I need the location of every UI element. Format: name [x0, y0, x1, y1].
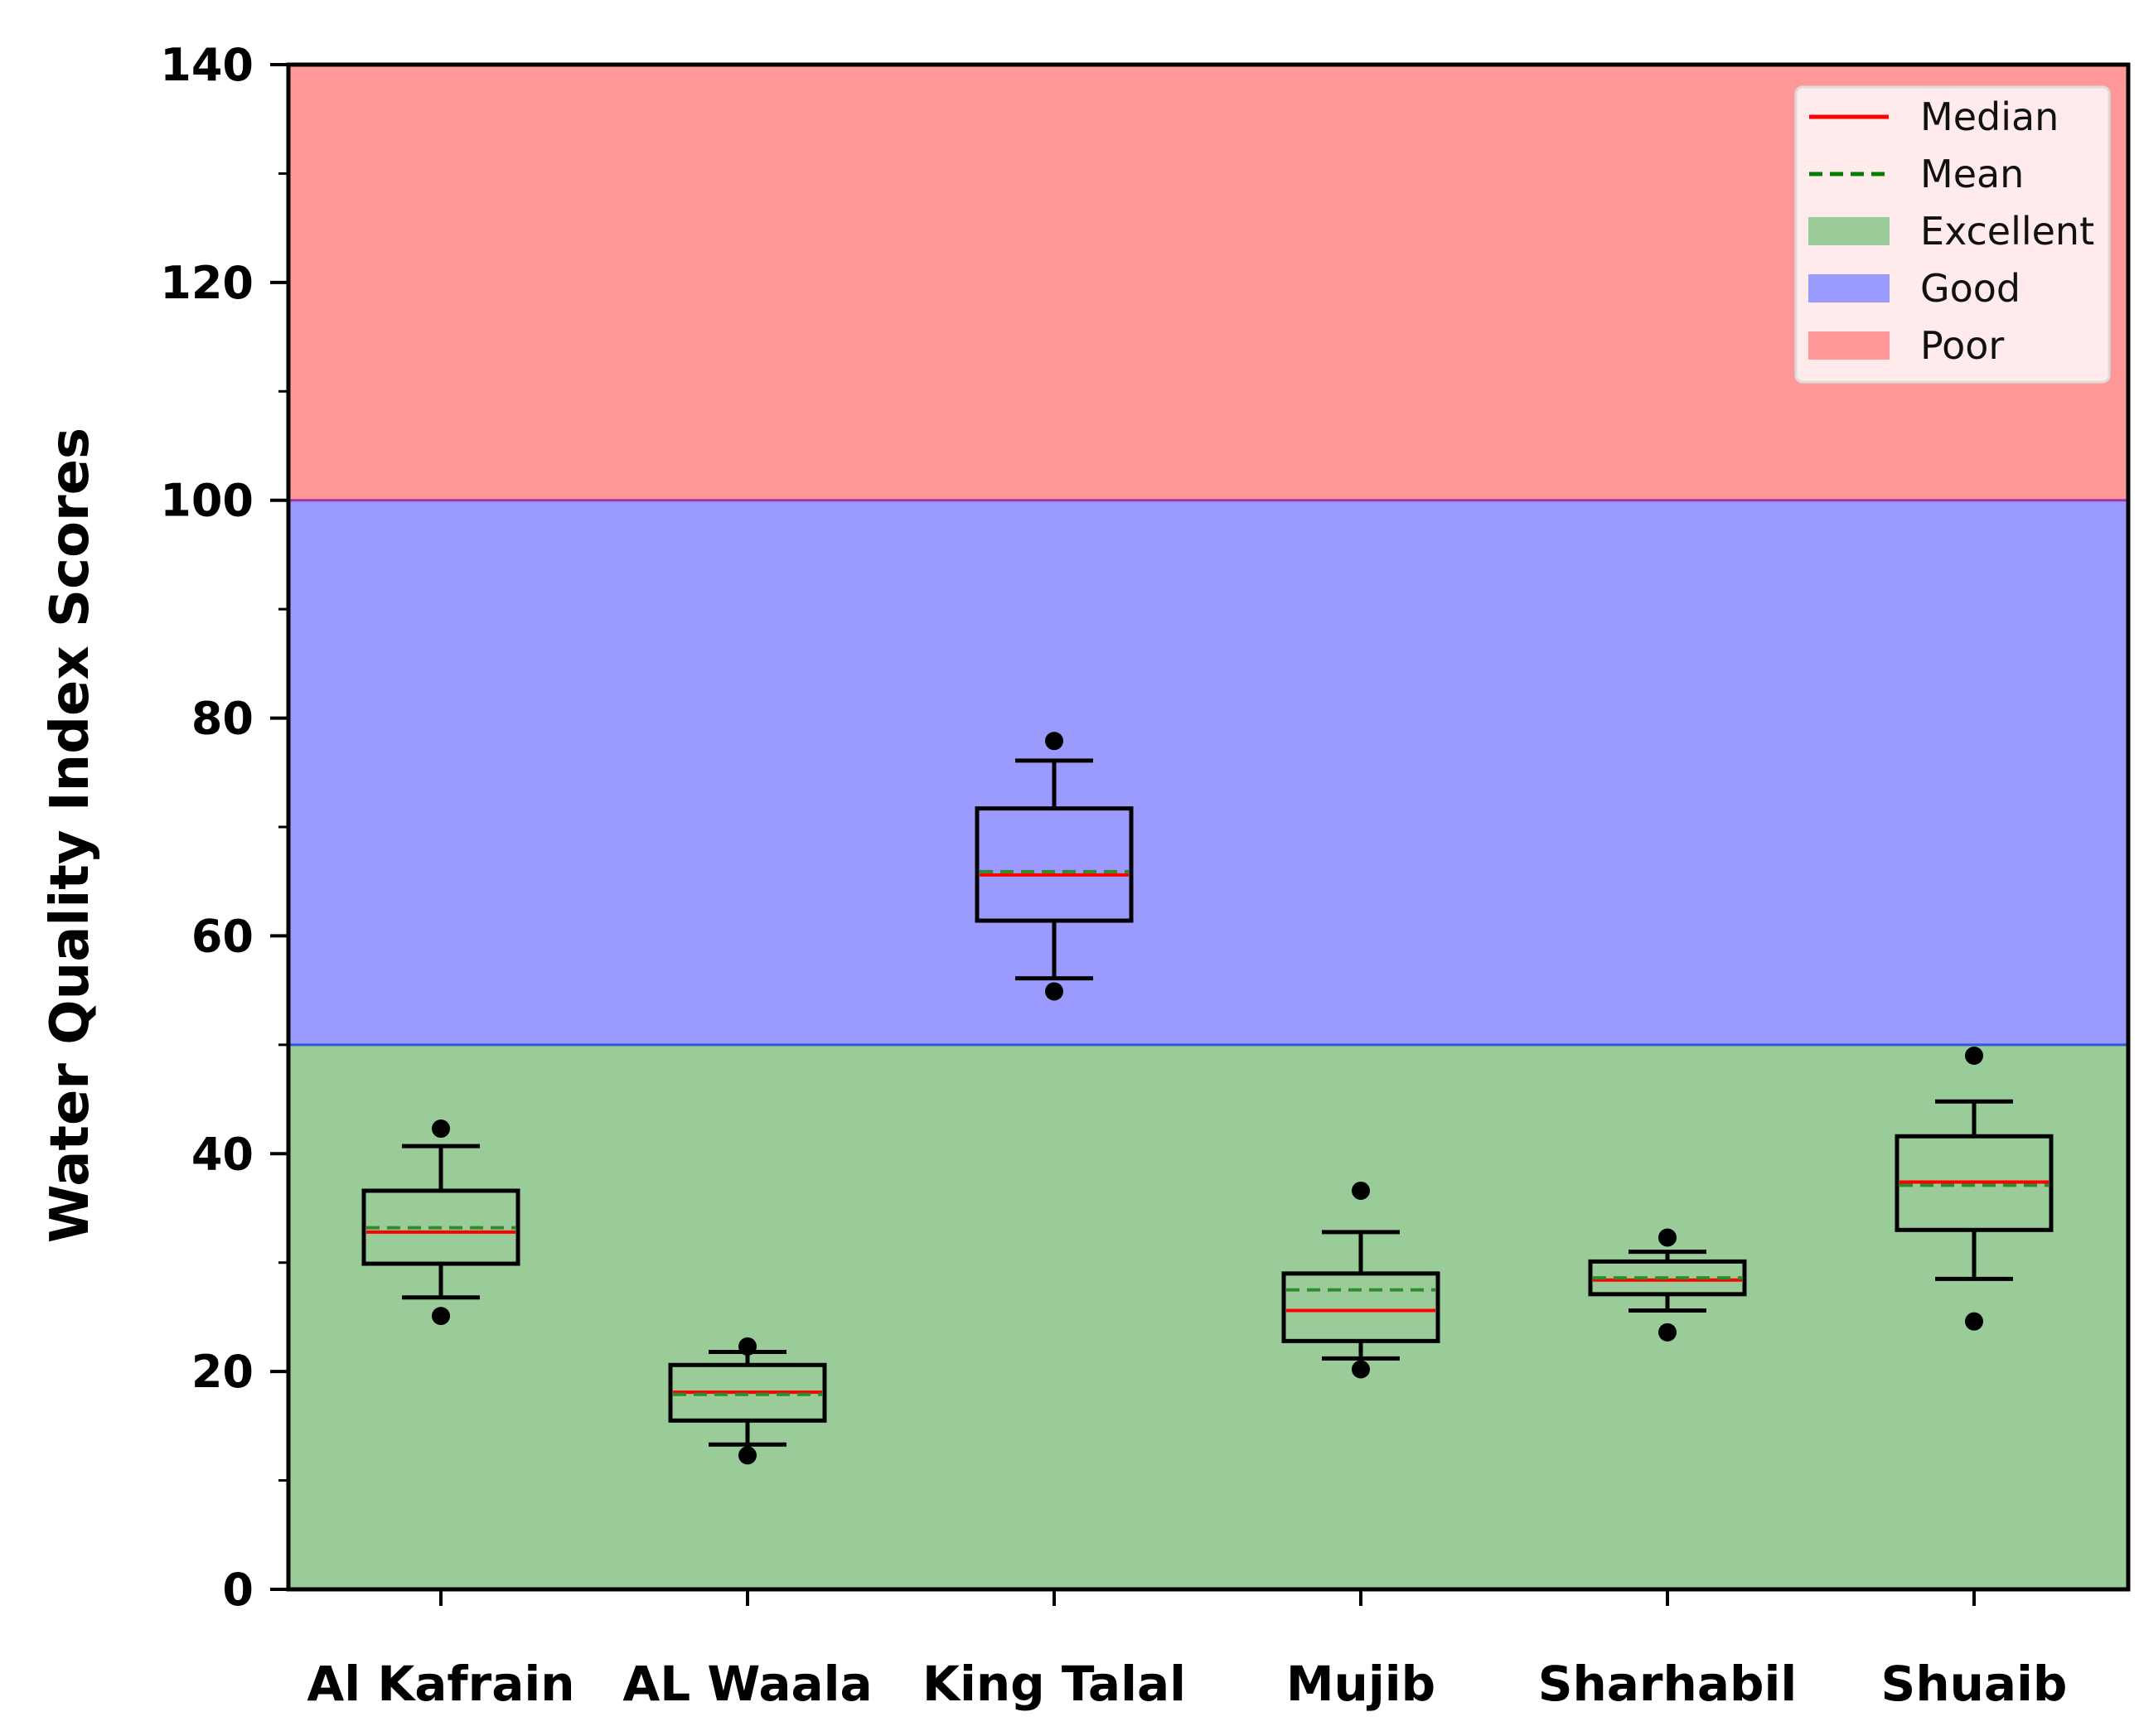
y-tick-label: 60 [191, 910, 254, 962]
y-ticks: 0 20 40 60 80 100 120 140 [160, 39, 288, 1616]
outlier-point [1045, 982, 1063, 1001]
outlier-point [738, 1446, 757, 1465]
legend-label: Excellent [1920, 209, 2094, 254]
x-category-label: AL Waala [622, 1656, 872, 1712]
box-mujib [1281, 1181, 1440, 1379]
outlier-point [1658, 1323, 1677, 1342]
iqr-box [668, 1362, 827, 1423]
box-al-kafrain [361, 1119, 520, 1326]
x-category-label: Mujib [1286, 1656, 1435, 1712]
legend-item-poor: Poor [1808, 323, 2004, 368]
boxes [361, 732, 2054, 1465]
x-category-label: King Talal [922, 1656, 1186, 1712]
legend-item-good: Good [1808, 266, 2020, 311]
iqr-box [1895, 1134, 2054, 1232]
legend-swatch [1808, 331, 1890, 360]
outlier-point [1965, 1047, 1983, 1065]
box-al-waala [668, 1337, 827, 1465]
y-tick-label: 120 [160, 257, 254, 309]
band-excellent [288, 1044, 2128, 1589]
legend-label: Median [1920, 94, 2059, 139]
iqr-box [975, 806, 1134, 923]
iqr-box [1281, 1271, 1440, 1343]
legend-item-median: Median [1809, 94, 2059, 139]
x-categories: Al Kafrain AL Waala King Talal Mujib Sharhab… [307, 1589, 2067, 1712]
y-tick-label: 0 [222, 1564, 254, 1616]
iqr-box [361, 1188, 520, 1266]
legend: Median Mean Excellent Good Poor [1794, 85, 2111, 384]
legend-label: Poor [1920, 323, 2004, 368]
outlier-point [1965, 1312, 1983, 1331]
y-tick-label: 40 [191, 1128, 254, 1180]
legend-box [1794, 85, 2111, 384]
y-tick-label: 80 [191, 693, 254, 745]
outlier-point [738, 1337, 757, 1356]
outlier-point [432, 1307, 450, 1326]
band-boundaries [288, 499, 2128, 1047]
y-tick-label: 20 [191, 1346, 254, 1398]
box-sharhabil [1588, 1228, 1747, 1342]
legend-item-mean: Mean [1809, 152, 2024, 196]
outlier-point [1658, 1228, 1677, 1247]
y-tick-label: 100 [160, 475, 254, 527]
legend-swatch [1808, 217, 1890, 245]
legend-swatch [1808, 274, 1890, 302]
outlier-point [432, 1119, 450, 1139]
outlier-point [1352, 1181, 1370, 1200]
band-good [288, 500, 2128, 1045]
x-category-label: Al Kafrain [307, 1656, 574, 1712]
x-category-label: Sharhabil [1538, 1656, 1798, 1712]
y-tick-label: 140 [160, 39, 254, 91]
x-category-label: Shuaib [1881, 1656, 2068, 1712]
iqr-box [1588, 1259, 1747, 1297]
legend-item-excellent: Excellent [1808, 209, 2094, 254]
outlier-point [1045, 732, 1063, 751]
box-shuaib [1895, 1047, 2054, 1331]
legend-label: Good [1920, 266, 2020, 311]
outlier-point [1352, 1360, 1370, 1379]
y-axis-title: Water Quality Index Scores [40, 428, 101, 1243]
legend-label: Mean [1920, 152, 2024, 196]
box-king-talal [975, 732, 1134, 1001]
